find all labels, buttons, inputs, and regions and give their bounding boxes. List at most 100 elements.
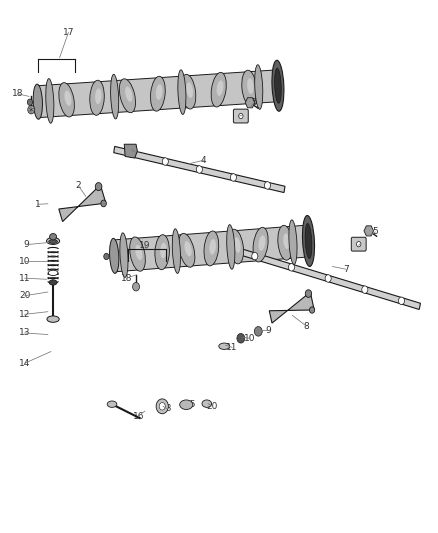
Circle shape — [196, 166, 202, 173]
Ellipse shape — [46, 78, 54, 123]
Ellipse shape — [120, 79, 135, 112]
Polygon shape — [364, 226, 374, 236]
Text: 6: 6 — [356, 241, 362, 250]
Ellipse shape — [204, 231, 219, 266]
Circle shape — [95, 183, 102, 191]
Text: 18: 18 — [11, 89, 23, 98]
Text: 11: 11 — [226, 343, 238, 352]
Text: 7: 7 — [343, 265, 349, 273]
Ellipse shape — [135, 245, 142, 260]
Circle shape — [27, 99, 32, 106]
Circle shape — [265, 182, 271, 189]
Text: 9: 9 — [23, 240, 29, 249]
Circle shape — [399, 297, 405, 304]
Circle shape — [133, 282, 140, 291]
Circle shape — [230, 174, 237, 181]
Ellipse shape — [151, 76, 165, 111]
Ellipse shape — [181, 75, 196, 109]
Circle shape — [28, 106, 35, 114]
Ellipse shape — [227, 224, 235, 269]
Circle shape — [288, 264, 294, 271]
Text: 6: 6 — [236, 112, 241, 121]
Ellipse shape — [211, 72, 226, 107]
Circle shape — [325, 274, 331, 282]
Ellipse shape — [247, 78, 254, 94]
Text: 11: 11 — [19, 273, 31, 282]
Ellipse shape — [47, 316, 59, 322]
Ellipse shape — [272, 60, 284, 111]
Ellipse shape — [130, 237, 145, 271]
Polygon shape — [269, 293, 314, 323]
Circle shape — [252, 253, 258, 260]
Text: 1: 1 — [35, 200, 41, 209]
Circle shape — [357, 241, 361, 247]
Text: 18: 18 — [121, 273, 132, 282]
Text: 12: 12 — [19, 310, 30, 319]
Ellipse shape — [278, 225, 293, 260]
Ellipse shape — [219, 343, 230, 350]
Ellipse shape — [155, 235, 170, 270]
Text: 16: 16 — [132, 412, 144, 421]
Ellipse shape — [107, 401, 117, 407]
Ellipse shape — [217, 80, 223, 96]
Ellipse shape — [254, 64, 263, 109]
Ellipse shape — [202, 400, 212, 407]
Text: 19: 19 — [139, 241, 151, 250]
Ellipse shape — [48, 270, 58, 276]
Ellipse shape — [49, 280, 57, 285]
Ellipse shape — [46, 238, 60, 245]
Polygon shape — [114, 147, 285, 192]
Circle shape — [156, 399, 168, 414]
Polygon shape — [113, 225, 309, 272]
Ellipse shape — [253, 228, 268, 262]
Ellipse shape — [172, 229, 180, 273]
Ellipse shape — [111, 74, 119, 119]
Ellipse shape — [283, 233, 290, 249]
Text: 14: 14 — [19, 359, 30, 368]
Text: 10: 10 — [244, 334, 255, 343]
Text: 5: 5 — [251, 98, 257, 107]
Text: 2: 2 — [76, 181, 81, 190]
Polygon shape — [59, 185, 106, 222]
Polygon shape — [37, 70, 279, 118]
Ellipse shape — [289, 220, 297, 264]
Ellipse shape — [110, 238, 119, 273]
Polygon shape — [124, 144, 138, 158]
Ellipse shape — [275, 68, 281, 103]
Ellipse shape — [120, 233, 128, 277]
Circle shape — [162, 158, 168, 165]
Ellipse shape — [179, 233, 195, 267]
Text: 4: 4 — [201, 156, 207, 165]
Ellipse shape — [49, 233, 57, 240]
Polygon shape — [236, 247, 420, 310]
Text: 17: 17 — [63, 28, 74, 37]
Circle shape — [362, 286, 368, 293]
Ellipse shape — [90, 80, 104, 115]
Circle shape — [254, 327, 262, 336]
Ellipse shape — [228, 229, 244, 264]
Text: 10: 10 — [19, 257, 31, 265]
Ellipse shape — [303, 215, 314, 266]
Text: 9: 9 — [265, 326, 271, 335]
Ellipse shape — [184, 241, 192, 256]
Text: 15: 15 — [185, 400, 196, 409]
Ellipse shape — [125, 86, 132, 102]
Text: 20: 20 — [19, 291, 30, 300]
Ellipse shape — [156, 84, 162, 100]
Circle shape — [101, 200, 106, 207]
Circle shape — [128, 150, 134, 157]
Ellipse shape — [180, 400, 193, 409]
Polygon shape — [245, 98, 255, 108]
Text: 5: 5 — [372, 228, 378, 237]
Text: 13: 13 — [161, 404, 173, 413]
Ellipse shape — [186, 82, 193, 98]
FancyBboxPatch shape — [351, 237, 366, 251]
Ellipse shape — [209, 239, 216, 255]
Ellipse shape — [242, 70, 257, 105]
Ellipse shape — [59, 83, 74, 117]
Ellipse shape — [95, 88, 102, 104]
Circle shape — [305, 290, 311, 297]
Ellipse shape — [234, 237, 241, 253]
Circle shape — [104, 253, 109, 260]
Circle shape — [310, 307, 314, 313]
